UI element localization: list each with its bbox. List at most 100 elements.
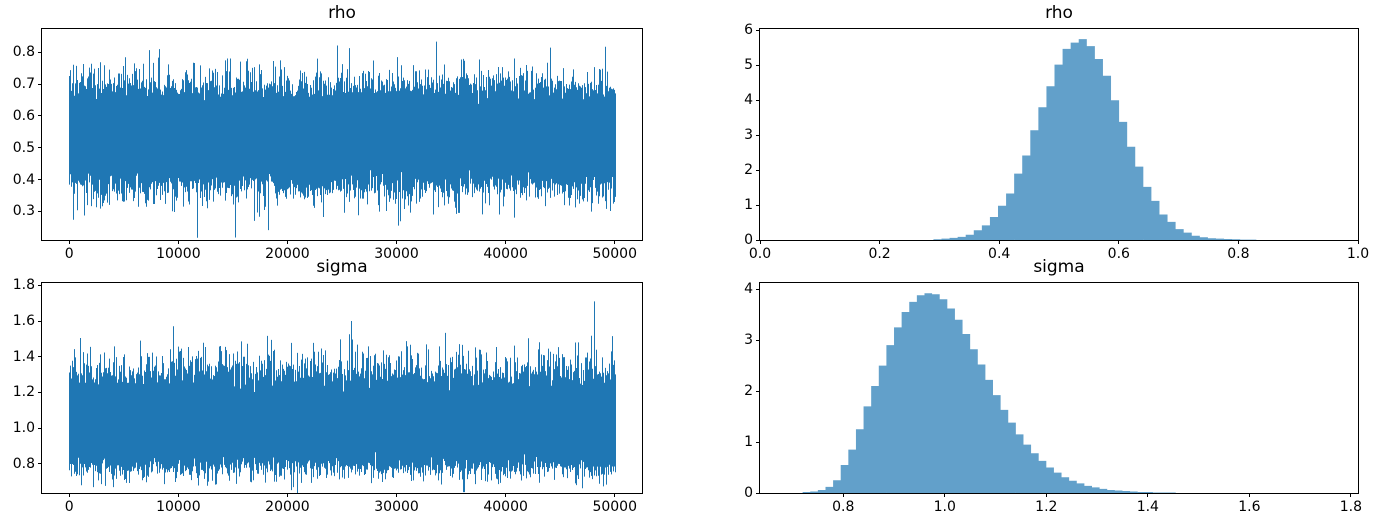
axes-hist-sigma <box>759 282 1359 494</box>
tick-label: 30000 <box>374 499 419 515</box>
tick-mark <box>505 493 507 497</box>
tick-label: 1.0 <box>12 420 35 437</box>
tick-label: 1.8 <box>12 277 35 294</box>
tick-mark <box>38 427 42 429</box>
tick-label: 30000 <box>374 246 419 262</box>
axes-trace-rho <box>41 28 643 241</box>
trace-plot-sigma <box>69 301 616 493</box>
tick-label: 1.2 <box>12 384 35 401</box>
tick-mark <box>38 147 42 149</box>
tick-mark <box>177 493 179 497</box>
trace-series <box>69 41 616 238</box>
tick-label: 1.0 <box>1346 246 1370 262</box>
tick-mark <box>756 390 760 392</box>
subplot-title-hist-rho: rho <box>1045 3 1073 23</box>
tick-mark <box>38 320 42 322</box>
axes-trace-sigma <box>41 282 643 494</box>
tick-label: 1 <box>744 197 753 214</box>
tick-mark <box>38 356 42 358</box>
tick-mark <box>756 239 760 241</box>
tick-label: 20000 <box>265 246 310 262</box>
tick-label: 40000 <box>483 499 528 515</box>
tick-label: 20000 <box>265 499 310 515</box>
tick-label: 3 <box>744 332 753 349</box>
tick-label: 0.5 <box>12 139 35 156</box>
tick-label: 4 <box>744 281 753 298</box>
tick-label: 1.8 <box>1339 499 1363 515</box>
histogram-plot-sigma <box>802 293 1176 493</box>
tick-mark <box>614 240 616 244</box>
tick-mark <box>1357 240 1359 244</box>
tick-mark <box>38 179 42 181</box>
tick-mark <box>614 493 616 497</box>
tick-label: 2 <box>744 383 753 400</box>
tick-mark <box>396 493 398 497</box>
tick-mark <box>756 169 760 171</box>
tick-mark <box>286 240 288 244</box>
tick-mark <box>396 240 398 244</box>
tick-mark <box>1237 240 1239 244</box>
tick-mark <box>38 51 42 53</box>
tick-label: 0.2 <box>868 246 891 262</box>
tick-mark <box>286 493 288 497</box>
tick-label: 0 <box>744 485 753 501</box>
trace-series <box>69 301 616 493</box>
histogram-plot-rho <box>933 39 1257 240</box>
subplot-title-hist-sigma: sigma <box>1033 257 1085 277</box>
subplot-title-trace-rho: rho <box>328 3 356 23</box>
tick-label: 0.8 <box>832 499 855 515</box>
tick-label: 10000 <box>156 246 201 262</box>
tick-label: 6 <box>744 22 753 39</box>
tick-mark <box>756 492 760 494</box>
tick-mark <box>756 64 760 66</box>
tick-mark <box>944 493 946 497</box>
tick-label: 1.0 <box>933 499 956 515</box>
tick-mark <box>842 493 844 497</box>
tick-label: 0.8 <box>12 455 35 472</box>
tick-label: 1.6 <box>1238 499 1261 515</box>
tick-mark <box>1350 493 1352 497</box>
tick-mark <box>1248 493 1250 497</box>
tick-mark <box>38 463 42 465</box>
tick-label: 0.8 <box>12 44 35 61</box>
tick-label: 40000 <box>483 246 528 262</box>
tick-mark <box>38 83 42 85</box>
tick-mark <box>38 391 42 393</box>
tick-mark <box>1045 493 1047 497</box>
tick-mark <box>38 210 42 212</box>
tick-label: 0.6 <box>12 107 35 124</box>
tick-label: 1.2 <box>1035 499 1058 515</box>
tick-mark <box>756 339 760 341</box>
tick-label: 1.4 <box>12 348 35 365</box>
subplot-title-trace-sigma: sigma <box>316 257 368 277</box>
tick-label: 0 <box>744 232 753 248</box>
tick-mark <box>756 288 760 290</box>
tick-label: 0.4 <box>988 246 1011 262</box>
tick-label: 50000 <box>592 499 637 515</box>
tick-mark <box>756 441 760 443</box>
tick-mark <box>756 134 760 136</box>
tick-label: 5 <box>744 57 753 74</box>
tick-label: 3 <box>744 127 753 144</box>
tick-label: 1.6 <box>12 313 35 330</box>
tick-mark <box>1118 240 1120 244</box>
tick-label: 0.3 <box>12 203 35 220</box>
tick-mark <box>756 204 760 206</box>
tick-label: 0.7 <box>12 76 35 93</box>
tick-label: 0.0 <box>748 246 772 262</box>
tick-label: 50000 <box>592 246 637 262</box>
tick-label: 0 <box>64 499 74 515</box>
tick-label: 0.4 <box>12 171 35 188</box>
axes-hist-rho <box>759 28 1359 241</box>
tick-label: 2 <box>744 162 753 179</box>
tick-label: 10000 <box>156 499 201 515</box>
trace-plot-rho <box>69 41 616 238</box>
tick-label: 1 <box>744 434 753 451</box>
tick-mark <box>68 240 70 244</box>
tick-label: 0.8 <box>1227 246 1250 262</box>
tick-mark <box>1147 493 1149 497</box>
tick-mark <box>756 99 760 101</box>
tick-mark <box>756 29 760 31</box>
tick-label: 1.4 <box>1136 499 1159 515</box>
